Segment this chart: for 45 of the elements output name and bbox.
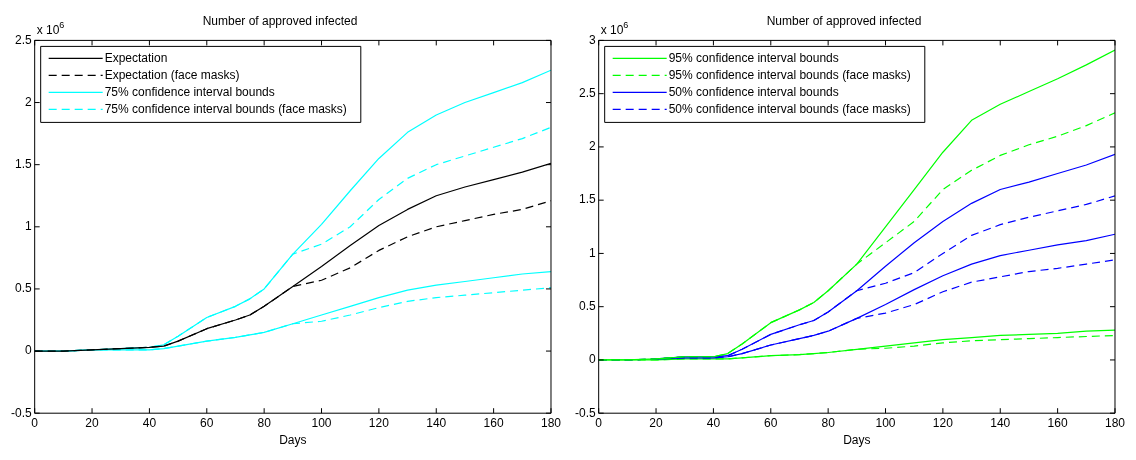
- y-tick-label: 0: [24, 343, 32, 358]
- legend-label: Expectation (face masks): [104, 67, 240, 82]
- y-tick-label: 0.5: [578, 299, 596, 313]
- x-tick-label: 180: [540, 415, 562, 430]
- x-tick-label: 140: [990, 415, 1011, 430]
- legend-label: Expectation: [104, 50, 168, 65]
- x-tick-label: 60: [200, 415, 214, 430]
- y-tick-label: -0.5: [10, 405, 32, 420]
- x-tick-label: 80: [821, 415, 836, 430]
- y-tick-label: 1.5: [14, 156, 32, 171]
- legend-label: 95% confidence interval bounds: [668, 50, 839, 65]
- x-tick-label: 80: [257, 415, 272, 430]
- x-tick-label: 40: [706, 415, 721, 430]
- x-tick-label: 20: [649, 415, 664, 430]
- x-tick-label: 160: [483, 415, 504, 430]
- legend-label: 50% confidence interval bounds (face masks): [668, 101, 911, 116]
- y-tick-label: 1: [24, 219, 32, 234]
- x-tick-label: 100: [311, 415, 332, 430]
- y-tick-label: 0: [588, 352, 596, 367]
- x-tick-label: 60: [764, 415, 778, 430]
- x-tick-label: 20: [85, 415, 100, 430]
- x-tick-label: 180: [1104, 415, 1126, 430]
- legend-label: 50% confidence interval bounds: [668, 84, 839, 99]
- legend-label: 75% confidence interval bounds: [104, 84, 275, 99]
- y-tick-label: 3: [588, 32, 596, 47]
- x-tick-label: 120: [932, 415, 954, 430]
- y-tick-label: -0.5: [574, 405, 596, 420]
- x-tick-label: 160: [1047, 415, 1068, 430]
- x-axis-title: Days: [279, 433, 307, 448]
- x-tick-label: 120: [368, 415, 390, 430]
- x-tick-label: 100: [875, 415, 896, 430]
- chart-title: Number of approved infected: [766, 13, 922, 28]
- x-tick-label: 40: [142, 415, 157, 430]
- y-tick-label: 1.5: [578, 192, 596, 207]
- chart-title: Number of approved infected: [202, 13, 358, 28]
- y-tick-label: 0.5: [14, 281, 32, 296]
- y-tick-label: 2: [24, 94, 32, 109]
- y-tick-label: 1: [588, 245, 596, 260]
- legend-label: 75% confidence interval bounds (face masks): [104, 101, 347, 116]
- legend-label: 95% confidence interval bounds (face masks): [668, 67, 911, 82]
- y-tick-label: 2: [588, 139, 596, 154]
- y-tick-label: 2.5: [14, 32, 32, 47]
- x-axis-title: Days: [843, 433, 871, 448]
- x-tick-label: 140: [426, 415, 447, 430]
- y-tick-label: 2.5: [578, 85, 596, 100]
